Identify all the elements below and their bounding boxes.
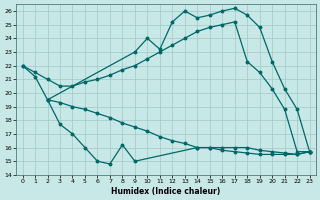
X-axis label: Humidex (Indice chaleur): Humidex (Indice chaleur) xyxy=(111,187,221,196)
